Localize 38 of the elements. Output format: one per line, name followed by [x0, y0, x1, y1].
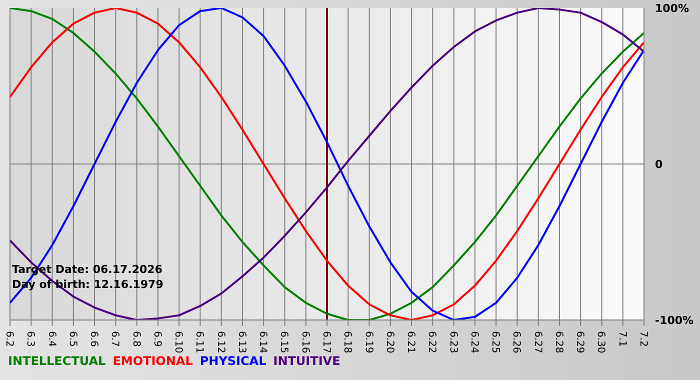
x-tick-label: 6.22 [426, 331, 438, 354]
x-tick-label: 6.24 [468, 331, 480, 354]
x-tick-label: 6.20 [384, 331, 395, 354]
x-tick-label: 6.27 [532, 331, 543, 354]
x-tick-label: 6.10 [172, 331, 184, 354]
x-tick-label: 6.4 [46, 331, 57, 347]
x-tick-label: 6.28 [552, 331, 564, 354]
x-tick-label: 6.7 [109, 331, 120, 347]
text: INTUITIVE [273, 354, 340, 368]
x-tick-label: 6.2 [4, 331, 14, 347]
x-tick-label: 6.17 [320, 331, 332, 354]
x-tick-label: 6.21 [405, 331, 416, 354]
x-tick-label: 6.30 [595, 331, 606, 354]
x-tick-label: 6.8 [130, 331, 142, 347]
x-tick-label: 7.1 [616, 331, 628, 347]
x-tick-label: 6.16 [299, 331, 310, 354]
x-tick-label: 7.2 [638, 331, 648, 347]
x-tick-label: 6.23 [447, 331, 458, 354]
y-tick-label: 100% [655, 2, 689, 15]
y-tick-label: -100% [655, 314, 694, 327]
y-tick-label: 0 [655, 158, 663, 171]
x-tick-label: 6.11 [194, 331, 205, 354]
x-tick-label: 6.26 [510, 331, 522, 354]
x-tick-label: 6.19 [362, 331, 374, 354]
x-tick-label: 6.12 [214, 331, 226, 354]
x-tick-label: 6.6 [88, 331, 100, 347]
x-tick-label: 6.29 [574, 331, 586, 354]
x-tick-label: 6.14 [257, 331, 268, 354]
x-tick-label: 6.5 [66, 331, 78, 347]
x-tick-label: 6.25 [490, 331, 501, 354]
text: INTELLECTUAL [8, 354, 106, 368]
x-tick-label: 6.3 [24, 331, 36, 347]
x-tick-label: 6.13 [236, 331, 247, 354]
text: EMOTIONAL [112, 354, 193, 368]
text: PHYSICAL [200, 354, 266, 368]
x-tick-label: 6.15 [278, 331, 290, 354]
x-tick-label: 6.9 [151, 331, 162, 347]
x-tick-label: 6.18 [342, 331, 353, 354]
